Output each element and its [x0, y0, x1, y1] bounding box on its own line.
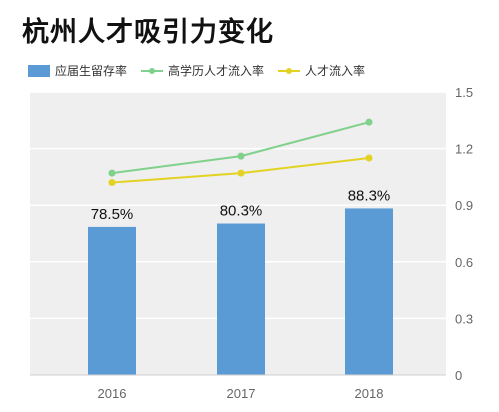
- chart-title: 杭州人才吸引力变化: [22, 17, 274, 48]
- point-talent: [108, 179, 116, 187]
- bar: [217, 223, 265, 375]
- legend: 应届生留存率 高学历人才流入率 人才流入率: [28, 62, 379, 79]
- legend-swatch-bar: [28, 64, 50, 77]
- legend-swatch-talent: [278, 65, 301, 77]
- legend-item-talent: 人才流入率: [278, 62, 365, 79]
- y-tick-label: 0.9: [455, 198, 473, 213]
- legend-item-high-edu: 高学历人才流入率: [141, 62, 264, 79]
- x-tick-label: 2017: [227, 386, 256, 401]
- point-talent: [365, 154, 373, 162]
- x-tick-label: 2016: [98, 386, 127, 401]
- y-tick-label: 1.5: [455, 85, 473, 100]
- legend-label-high-edu: 高学历人才流入率: [168, 64, 265, 78]
- legend-swatch-high-edu: [141, 65, 164, 77]
- point-talent: [237, 169, 245, 177]
- bar-data-label: 88.3%: [348, 187, 391, 204]
- legend-label-talent: 人才流入率: [305, 64, 366, 78]
- bar: [345, 208, 393, 375]
- bar-data-label: 80.3%: [220, 203, 263, 220]
- point-high-edu: [108, 169, 116, 177]
- y-tick-label: 0: [455, 368, 462, 383]
- y-tick-label: 0.6: [455, 255, 473, 270]
- point-high-edu: [365, 118, 373, 126]
- x-tick-label: 2018: [355, 386, 384, 401]
- bar: [88, 226, 136, 375]
- y-tick-label: 1.2: [455, 142, 473, 157]
- bar-data-label: 78.5%: [91, 206, 134, 223]
- y-tick-label: 0.3: [455, 311, 473, 326]
- legend-label-retention: 应届生留存率: [55, 64, 128, 78]
- point-high-edu: [237, 152, 245, 160]
- legend-item-retention: 应届生留存率: [28, 62, 127, 79]
